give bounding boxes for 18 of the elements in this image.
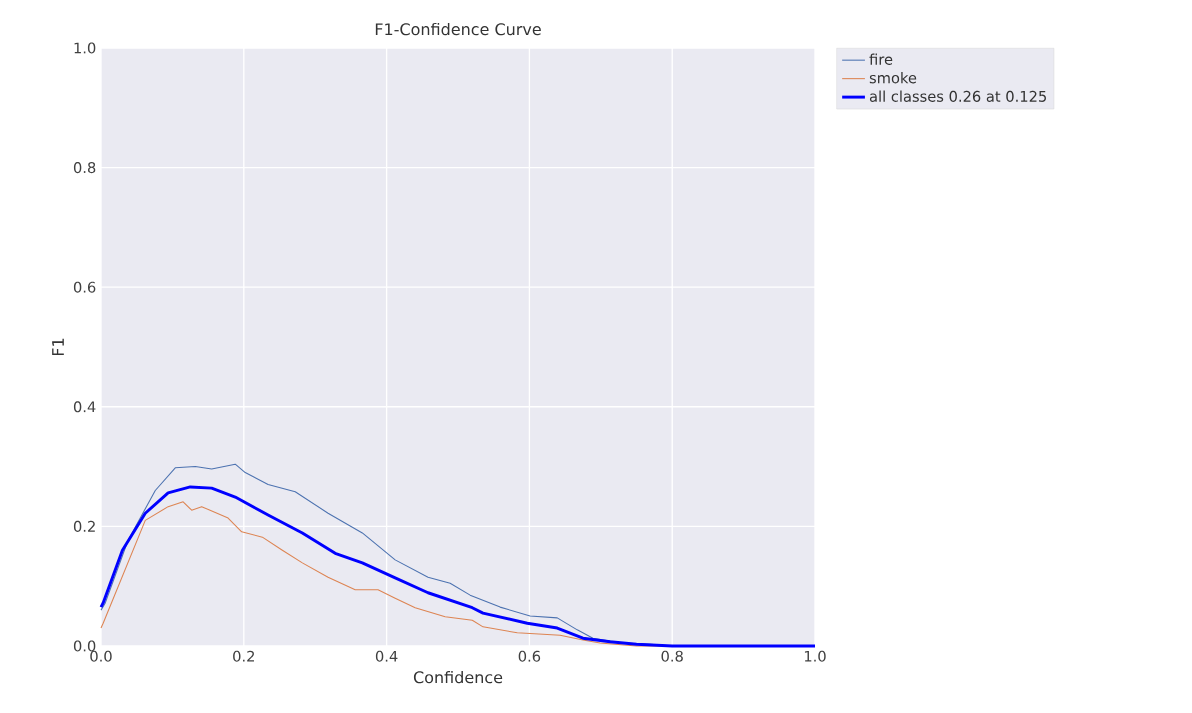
x-tick-label: 0.0 — [90, 650, 112, 662]
y-tick-label: 1.0 — [74, 42, 96, 54]
legend-label: all classes 0.26 at 0.125 — [869, 90, 1046, 102]
y-axis-title: F1 — [52, 338, 64, 356]
legend-label: smoke — [869, 72, 917, 84]
y-tick-label: 0.4 — [73, 401, 96, 413]
x-tick-label: 1.0 — [804, 650, 826, 662]
x-tick-label: 0.8 — [661, 650, 683, 662]
x-axis-title: Confidence — [413, 670, 503, 684]
x-tick-label: 0.6 — [518, 650, 541, 662]
y-tick-label: 0.6 — [73, 281, 96, 293]
x-tick-label: 0.2 — [233, 650, 254, 662]
x-tick-label: 0.4 — [375, 650, 398, 662]
chart-title: F1-Confidence Curve — [375, 22, 541, 36]
y-tick-label: 0.0 — [73, 640, 96, 652]
y-tick-label: 0.2 — [73, 520, 95, 532]
y-tick-label: 0.8 — [73, 162, 96, 174]
legend-label: fire — [869, 53, 893, 65]
